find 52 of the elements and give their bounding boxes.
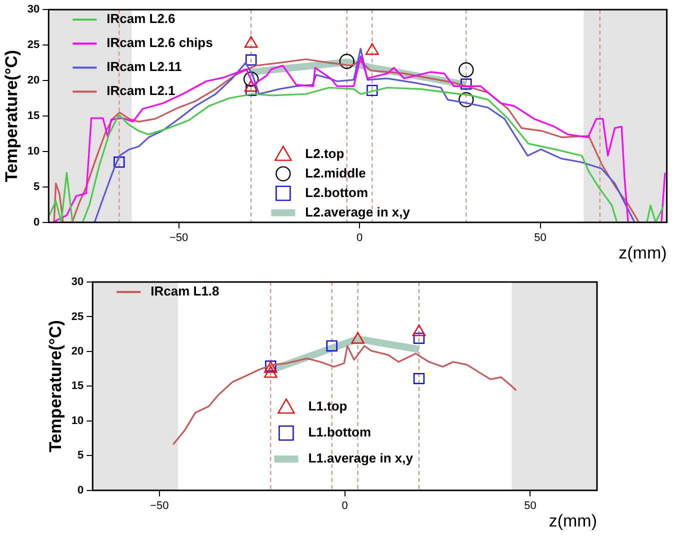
y-tick-label: 5 bbox=[78, 450, 84, 462]
legend-label: L2.bottom bbox=[305, 184, 368, 200]
point bbox=[413, 332, 425, 344]
legend-label: L1.average in x,y bbox=[308, 450, 414, 466]
legend-label: IRcam L2.6 chips bbox=[106, 35, 213, 50]
point bbox=[244, 36, 258, 48]
legend-label: L2.top bbox=[305, 146, 344, 161]
legend-label: IRcam L2.6 bbox=[106, 11, 176, 26]
point bbox=[413, 373, 425, 384]
legend-label: L2.average in x,y bbox=[305, 204, 411, 220]
y-tick-label: 20 bbox=[71, 346, 84, 358]
x-tick-label: 50 bbox=[524, 500, 536, 512]
point bbox=[458, 62, 474, 78]
y-tick-label: 10 bbox=[71, 414, 84, 427]
point bbox=[460, 78, 472, 90]
y-tick-label: 10 bbox=[27, 146, 40, 158]
y-tick-label: 0 bbox=[34, 216, 40, 228]
x-tick-label: 50 bbox=[534, 232, 546, 244]
point bbox=[339, 54, 354, 69]
y-tick-label: 30 bbox=[71, 276, 84, 288]
point bbox=[366, 84, 378, 96]
point bbox=[326, 340, 338, 352]
y-tick-label: 15 bbox=[71, 380, 84, 392]
point bbox=[246, 54, 257, 66]
y-tick-label: 20 bbox=[27, 74, 40, 87]
y-axis-title: Temperature(°C) bbox=[46, 320, 65, 452]
point bbox=[366, 43, 379, 55]
legend-label: L2.middle bbox=[305, 165, 366, 180]
y-tick-label: 0 bbox=[78, 484, 84, 496]
point bbox=[412, 324, 426, 336]
legend-label: IRcam L1.8 bbox=[150, 284, 220, 299]
x-axis-title: z(mm) bbox=[618, 243, 667, 262]
legend-label: L1.bottom bbox=[308, 424, 372, 440]
y-tick-label: 30 bbox=[27, 4, 40, 16]
point bbox=[244, 80, 258, 92]
x-tick-label: 0 bbox=[342, 500, 348, 512]
point bbox=[351, 332, 364, 344]
y-tick-label: 5 bbox=[34, 180, 40, 193]
x-axis-title: z(mm) bbox=[548, 511, 597, 530]
legend-label: IRcam L2.11 bbox=[106, 59, 182, 74]
x-tick-label: −50 bbox=[169, 232, 188, 244]
y-axis-title: Temperature(°C) bbox=[2, 50, 21, 182]
y-tick-label: 25 bbox=[71, 310, 84, 323]
point bbox=[458, 92, 474, 108]
point bbox=[243, 72, 259, 87]
x-tick-label: 0 bbox=[356, 232, 363, 244]
legend-label: L1.top bbox=[308, 398, 348, 414]
x-tick-label: −50 bbox=[150, 500, 169, 512]
y-tick-label: 25 bbox=[27, 39, 40, 52]
legend-label: IRcam L2.1 bbox=[106, 83, 176, 98]
point bbox=[114, 156, 125, 168]
y-tick-label: 15 bbox=[27, 110, 40, 122]
